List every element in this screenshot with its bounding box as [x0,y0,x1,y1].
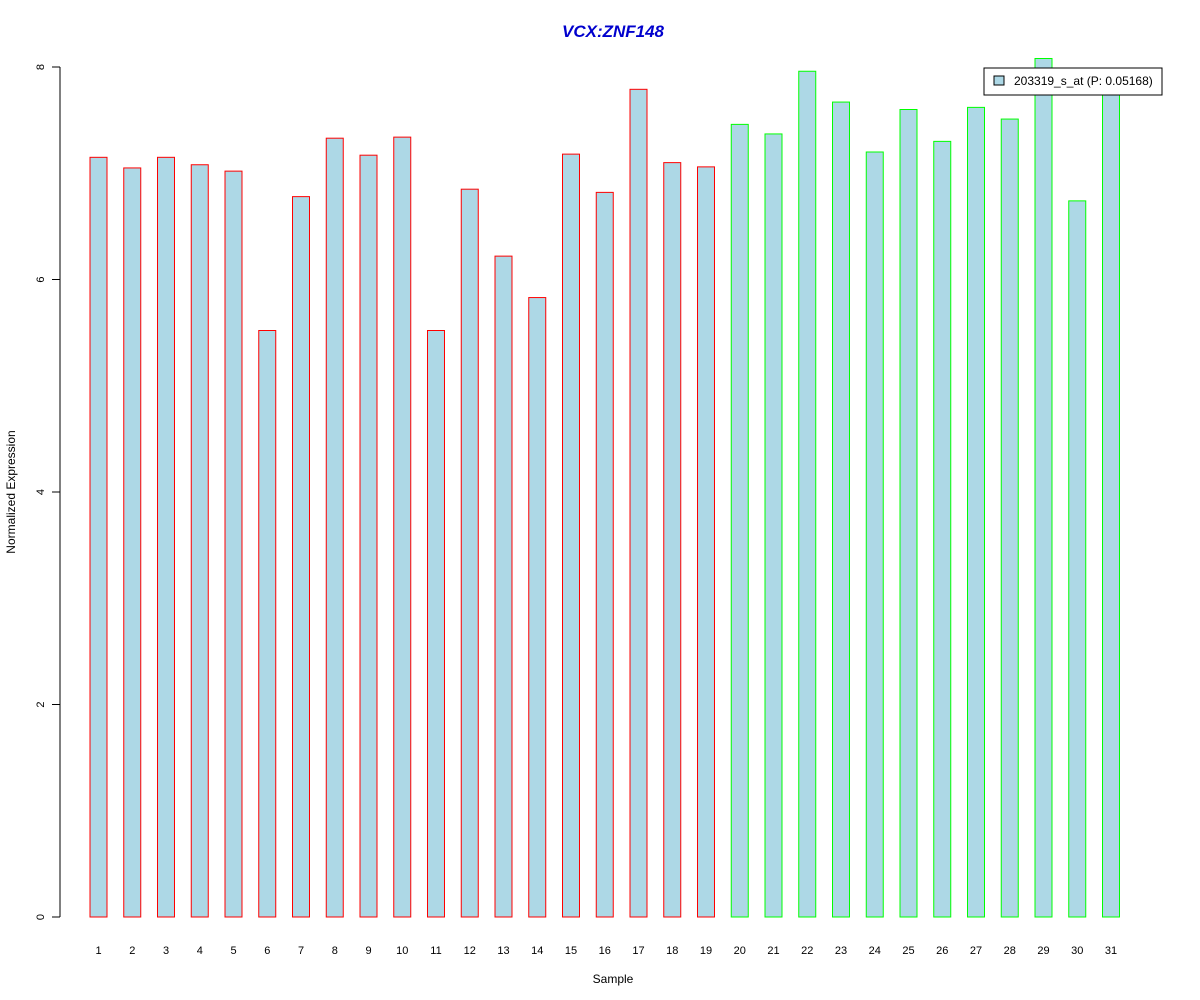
x-tick-label: 24 [869,945,881,957]
x-tick-label: 20 [734,945,746,957]
x-tick-label: 14 [531,945,543,957]
x-axis-label: Sample [593,972,634,986]
x-tick-label: 30 [1071,945,1083,957]
x-tick-label: 8 [332,945,338,957]
x-tick-label: 23 [835,945,847,957]
x-tick-label: 1 [95,945,101,957]
x-tick-label: 18 [666,945,678,957]
x-tick-label: 21 [767,945,779,957]
x-tick-label: 13 [497,945,509,957]
bar-sample-28 [1000,118,1019,918]
bar-sample-13 [494,255,513,918]
legend-box [983,67,1163,96]
bar-sample-23 [832,101,850,918]
x-tick-label: 28 [1004,945,1016,957]
x-tick-labels: 1 2 3 4 5 6 7 8 9 10 11 12 13 14 15 16 17 18 19 20 21 22 23 24 2… [95,945,1117,957]
legend: 203319_s_at (P: 0.05168) [983,67,1163,96]
x-tick-label: 16 [599,945,611,957]
bar-sample-30 [1068,200,1087,918]
x-tick-label: 2 [129,945,135,957]
bar-sample-22 [798,70,817,918]
x-tick-label: 5 [230,945,236,957]
bar-sample-9 [359,154,378,918]
x-tick-label: 6 [264,945,270,957]
y-tick-label: 0 [35,914,47,920]
chart-title: VCX:ZNF148 [562,22,665,41]
bar-sample-14 [528,297,547,918]
bar-sample-21 [764,133,783,918]
y-tick-label: 6 [35,276,47,282]
bar-sample-8 [325,137,344,918]
bar-sample-3 [157,156,175,918]
x-tick-label: 31 [1105,945,1117,957]
bar-sample-7 [292,196,310,918]
bars [89,58,1120,918]
bar-sample-16 [595,191,614,918]
bar-sample-31 [1102,84,1120,918]
x-tick-label: 19 [700,945,712,957]
x-tick-label: 7 [298,945,304,957]
bar-sample-11 [427,330,445,918]
x-tick-label: 9 [365,945,371,957]
y-axis: 0 2 4 6 8 [35,64,61,920]
x-tick-label: 22 [801,945,813,957]
bar-sample-15 [562,153,580,918]
y-tick-label: 2 [35,701,47,707]
bar-sample-25 [899,109,918,918]
bar-sample-26 [933,140,952,918]
x-tick-label: 10 [396,945,408,957]
x-tick-label: 27 [970,945,982,957]
x-tick-label: 4 [197,945,203,957]
x-tick-label: 11 [430,945,441,957]
x-tick-label: 26 [936,945,948,957]
x-tick-label: 12 [464,945,476,957]
x-tick-label: 3 [163,945,169,957]
bar-sample-18 [663,162,682,918]
y-tick-label: 4 [35,489,47,495]
bar-sample-20 [730,123,749,918]
bar-sample-12 [460,188,479,918]
x-tick-label: 25 [902,945,914,957]
bar-sample-10 [393,136,412,918]
bar-sample-29 [1034,58,1053,918]
bar-sample-1 [89,156,108,918]
legend-swatch [993,75,1005,86]
y-axis-label: Normalized Expression [4,430,18,553]
legend-label: 203319_s_at (P: 0.05168) [1014,74,1153,88]
bar-sample-2 [123,167,142,918]
bar-sample-24 [865,151,884,918]
bar-sample-4 [190,164,209,918]
bar-sample-19 [697,166,715,918]
bar-sample-17 [629,88,648,918]
bar-sample-27 [967,106,985,918]
x-tick-label: 15 [565,945,577,957]
bar-sample-6 [258,330,277,918]
bar-sample-5 [224,170,243,918]
x-tick-label: 29 [1037,945,1049,957]
y-tick-label: 8 [35,64,47,70]
x-tick-label: 17 [632,945,644,957]
